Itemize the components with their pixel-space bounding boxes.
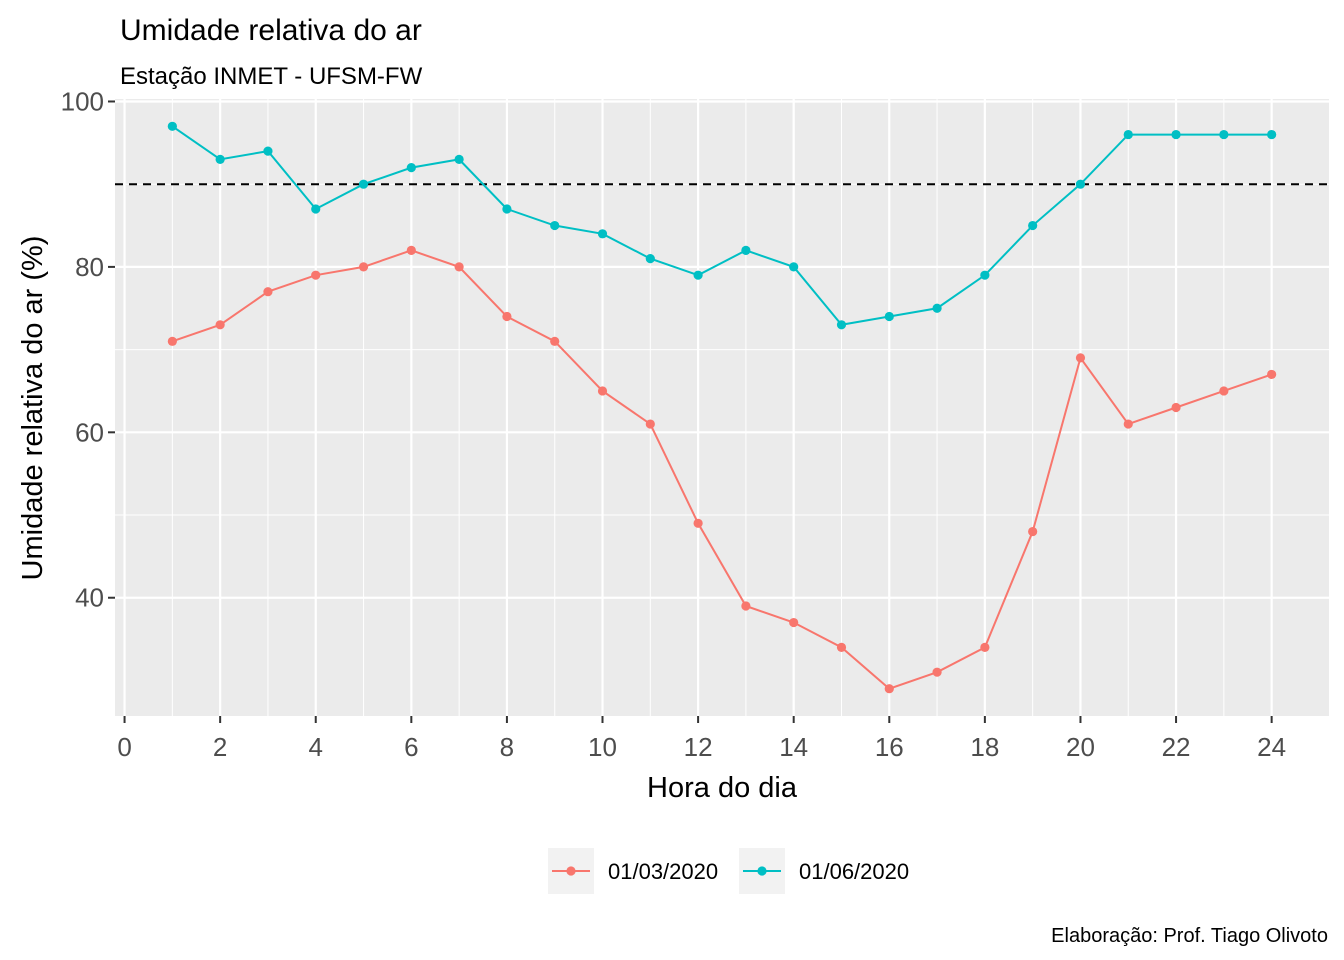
legend-label: 01/06/2020 — [799, 859, 909, 884]
data-point — [406, 163, 416, 173]
x-tick-label: 2 — [213, 732, 227, 762]
data-point — [1028, 526, 1038, 537]
data-point — [645, 419, 655, 429]
data-point — [645, 254, 655, 264]
y-tick-label: 80 — [75, 252, 104, 282]
data-point — [263, 146, 273, 156]
legend-key-point — [566, 866, 576, 876]
data-point — [836, 320, 847, 330]
data-point — [1219, 129, 1229, 140]
data-point — [836, 642, 847, 652]
x-tick-label: 8 — [500, 732, 514, 762]
grid-lines — [115, 99, 1329, 716]
data-point — [215, 154, 225, 164]
data-point — [454, 262, 464, 272]
x-tick-label: 10 — [588, 732, 617, 762]
data-point — [693, 518, 703, 528]
data-point — [311, 204, 321, 214]
data-point — [215, 320, 225, 330]
data-point — [167, 121, 177, 131]
x-tick-label: 16 — [875, 732, 904, 762]
data-point — [884, 684, 894, 694]
data-point — [1267, 369, 1277, 380]
data-point — [1171, 402, 1181, 413]
data-point — [741, 245, 751, 255]
legend-key-point — [757, 866, 767, 876]
data-point — [167, 336, 177, 346]
data-point — [1028, 220, 1038, 231]
x-tick-label: 24 — [1257, 732, 1286, 762]
data-point — [406, 245, 416, 255]
data-point — [932, 667, 942, 677]
data-point — [1075, 353, 1086, 363]
data-point — [789, 617, 799, 628]
x-tick-label: 4 — [309, 732, 323, 762]
chart-title: Umidade relativa do ar — [120, 14, 422, 47]
y-axis: 40 60 80 100 — [61, 86, 115, 613]
legend-item-1: 01/03/2020 — [548, 848, 718, 894]
data-point — [1123, 129, 1133, 140]
data-point — [358, 262, 369, 272]
legend: 01/03/2020 01/06/2020 — [548, 848, 909, 894]
data-point — [502, 204, 512, 214]
y-tick-label: 60 — [75, 417, 104, 447]
y-tick-label: 40 — [75, 583, 104, 613]
data-point — [550, 336, 560, 346]
plot-panel — [115, 99, 1329, 716]
x-tick-label: 22 — [1162, 732, 1191, 762]
legend-item-2: 01/06/2020 — [739, 848, 909, 894]
data-point — [1219, 386, 1229, 396]
y-axis-title: Umidade relativa do ar (%) — [17, 236, 49, 581]
data-point — [884, 311, 894, 322]
data-point — [980, 270, 990, 280]
data-point — [263, 287, 273, 297]
data-point — [932, 303, 942, 313]
x-tick-label: 14 — [779, 732, 808, 762]
data-point — [1075, 179, 1086, 189]
x-tick-label: 0 — [117, 732, 131, 762]
data-point — [550, 220, 560, 231]
x-tick-label: 6 — [404, 732, 418, 762]
data-point — [597, 386, 608, 396]
series-2 — [167, 121, 1277, 330]
chart-subtitle: Estação INMET - UFSM-FW — [120, 63, 423, 90]
x-tick-label: 12 — [684, 732, 713, 762]
data-point — [789, 262, 799, 272]
data-point — [311, 270, 321, 280]
data-point — [1123, 419, 1133, 429]
x-tick-label: 20 — [1066, 732, 1095, 762]
data-point — [693, 270, 703, 280]
data-point — [1267, 129, 1277, 140]
data-point — [741, 601, 751, 611]
x-tick-label: 18 — [970, 732, 999, 762]
series-layer — [167, 121, 1277, 694]
x-axis: 0 2 4 6 8 10 12 14 16 18 20 22 24 — [117, 716, 1286, 762]
data-point — [358, 179, 369, 189]
chart-caption: Elaboração: Prof. Tiago Olivoto — [1051, 925, 1328, 947]
series-line — [172, 249, 1272, 690]
data-point — [454, 154, 464, 164]
x-axis-title: Hora do dia — [647, 772, 798, 804]
data-point — [502, 311, 512, 322]
y-tick-label: 100 — [61, 86, 104, 116]
series-1 — [167, 245, 1277, 694]
data-point — [597, 229, 608, 239]
data-point — [980, 642, 990, 652]
data-point — [1171, 129, 1181, 140]
legend-label: 01/03/2020 — [608, 859, 718, 884]
series-line — [171, 125, 1272, 326]
